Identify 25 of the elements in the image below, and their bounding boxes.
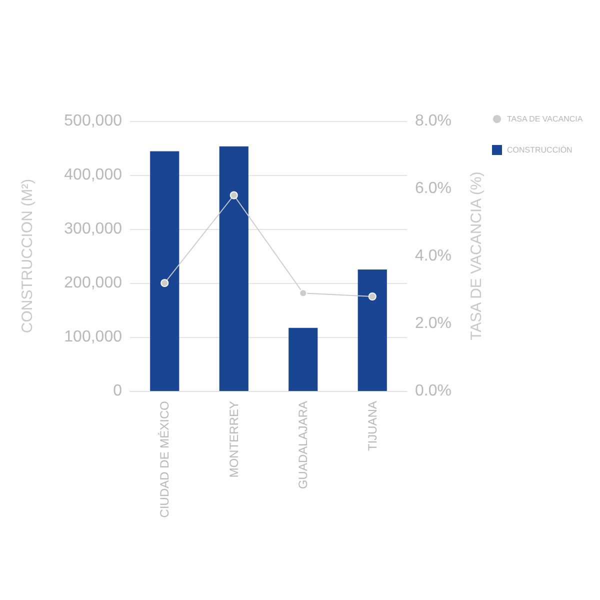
y-tick-label: 200,000	[64, 274, 122, 292]
point	[299, 289, 308, 298]
y-tick-label: 100,000	[64, 328, 122, 346]
y2-tick-label: 0.0%	[415, 382, 452, 400]
x-tick-label: GUADALAJARA	[296, 401, 310, 490]
y2-tick-label: 8.0%	[415, 112, 452, 130]
legend-label: CONSTRUCCIÓN	[507, 146, 573, 154]
bar	[150, 151, 180, 391]
y-tick-label: 500,000	[64, 112, 122, 130]
y-tick-label: 300,000	[64, 220, 122, 238]
legend-label: TASA DE VACANCIA	[507, 114, 584, 124]
y2-tick-label: 4.0%	[415, 248, 452, 264]
x-tick-label: TIJUANA	[365, 401, 380, 452]
y2-tick-label: 6.0%	[415, 180, 452, 197]
bar	[288, 328, 318, 391]
y-tick-label: 0	[113, 382, 122, 400]
bar	[358, 270, 387, 391]
point	[368, 292, 376, 300]
bar	[219, 146, 248, 391]
point	[230, 191, 238, 200]
y2-tick-label: 2.0%	[415, 315, 452, 332]
y-tick-label: 400,000	[64, 166, 122, 184]
point	[160, 279, 169, 287]
x-tick-label: CIUDAD DE MÉXICO	[158, 401, 172, 518]
x-tick-label: MONTERREY	[226, 401, 241, 478]
